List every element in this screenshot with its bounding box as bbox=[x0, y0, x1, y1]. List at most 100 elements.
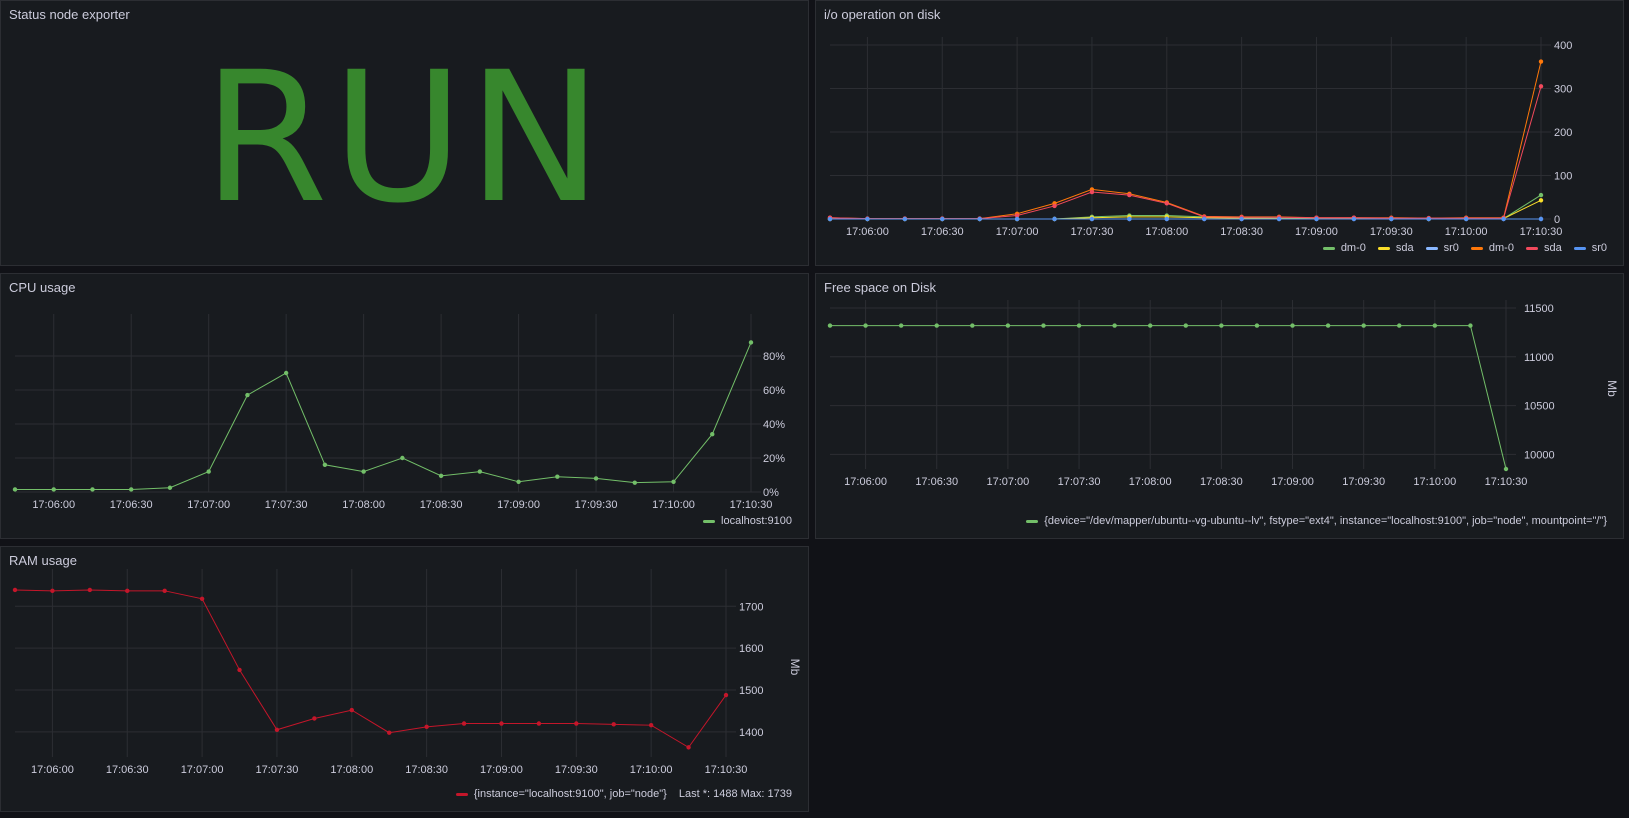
x-tick-label: 17:08:30 bbox=[405, 764, 448, 776]
x-tick-label: 17:07:00 bbox=[181, 764, 224, 776]
data-point bbox=[593, 476, 599, 481]
legend-swatch bbox=[1026, 519, 1039, 523]
data-point bbox=[632, 480, 637, 485]
x-tick-label: 17:09:00 bbox=[497, 499, 540, 511]
x-tick-label: 17:08:30 bbox=[1200, 476, 1243, 488]
data-point bbox=[1239, 216, 1244, 222]
legend-label: dm-0 bbox=[1340, 242, 1366, 254]
x-tick-label: 17:06:00 bbox=[846, 226, 889, 238]
data-point bbox=[461, 721, 467, 726]
legend-item[interactable]: sr0 bbox=[1425, 242, 1459, 254]
data-point bbox=[1538, 198, 1544, 203]
data-point bbox=[283, 370, 289, 376]
legend-swatch bbox=[1573, 246, 1586, 250]
status-value: RUN bbox=[202, 34, 607, 243]
legend-item[interactable]: {device="/dev/mapper/ubuntu--vg-ubuntu--… bbox=[1026, 515, 1607, 527]
data-point bbox=[934, 323, 939, 328]
x-tick-label: 17:10:00 bbox=[652, 499, 695, 511]
data-point bbox=[1397, 323, 1402, 328]
data-point bbox=[1052, 203, 1057, 209]
x-tick-label: 17:08:00 bbox=[342, 499, 385, 511]
data-point bbox=[555, 474, 560, 479]
y-tick-label: 0% bbox=[763, 487, 779, 499]
data-point bbox=[162, 588, 167, 594]
data-point bbox=[865, 216, 870, 222]
x-tick-label: 17:10:30 bbox=[1485, 476, 1528, 488]
y-tick-label: 300 bbox=[1554, 84, 1572, 96]
data-point bbox=[611, 722, 616, 727]
x-tick-label: 17:10:30 bbox=[730, 499, 773, 511]
data-point bbox=[274, 727, 280, 732]
panel-title: i/o operation on disk bbox=[824, 7, 941, 22]
data-point bbox=[1361, 323, 1366, 328]
x-tick-label: 17:06:30 bbox=[106, 764, 149, 776]
data-point bbox=[1148, 323, 1153, 328]
data-point bbox=[1254, 323, 1260, 328]
data-point bbox=[50, 588, 55, 594]
y-tick-label: 1400 bbox=[739, 727, 763, 739]
legend-swatch bbox=[1425, 246, 1438, 250]
legend-item[interactable]: dm-0 bbox=[1470, 242, 1514, 254]
data-point bbox=[1164, 201, 1169, 206]
panel-status-node-exporter[interactable]: Status node exporter RUN bbox=[0, 0, 809, 266]
data-point bbox=[1089, 189, 1095, 195]
legend-label: localhost:9100 bbox=[721, 515, 792, 527]
data-point bbox=[977, 216, 982, 222]
legend-swatch bbox=[455, 792, 468, 796]
legend-swatch bbox=[1322, 246, 1335, 250]
data-point bbox=[748, 340, 754, 345]
legend-swatch bbox=[703, 519, 716, 523]
legend-item[interactable]: sr0 bbox=[1573, 242, 1607, 254]
panel-ram-usage[interactable]: RAM usage 1400 1500 1600 1700 17:06:00 17:06:… bbox=[0, 546, 809, 812]
data-point bbox=[245, 392, 250, 398]
legend-label: sr0 bbox=[1591, 242, 1607, 254]
data-point bbox=[1127, 216, 1132, 222]
panel-io-operation[interactable]: i/o operation on disk 0 100 200 300 400 17:06… bbox=[815, 0, 1624, 266]
data-point bbox=[438, 473, 444, 479]
data-point bbox=[863, 323, 868, 328]
x-tick-label: 17:08:00 bbox=[330, 764, 373, 776]
data-point bbox=[723, 692, 729, 698]
data-point bbox=[167, 485, 173, 490]
legend-swatch bbox=[1525, 246, 1538, 250]
x-tick-label: 17:08:30 bbox=[420, 499, 463, 511]
data-point bbox=[536, 721, 542, 726]
x-tick-label: 17:06:00 bbox=[844, 476, 887, 488]
panel-free-space-disk[interactable]: Free space on Disk 10000 10500 11000 11500 1… bbox=[815, 273, 1624, 539]
legend-label: sda bbox=[1543, 242, 1562, 254]
panel-title: CPU usage bbox=[9, 280, 76, 295]
y-tick-label: 40% bbox=[763, 419, 785, 431]
data-point bbox=[1219, 323, 1224, 328]
data-point bbox=[1202, 216, 1207, 222]
legend-item[interactable]: sda bbox=[1377, 242, 1414, 254]
x-tick-label: 17:06:30 bbox=[110, 499, 153, 511]
data-point bbox=[902, 216, 908, 222]
data-point bbox=[648, 722, 654, 728]
data-point bbox=[477, 469, 483, 474]
data-point bbox=[1538, 84, 1544, 89]
data-point bbox=[1468, 323, 1473, 328]
panel-cpu-usage[interactable]: CPU usage 0% 20% 40% 60% 80% 17:06:00 17:06:30… bbox=[0, 273, 809, 539]
data-point bbox=[322, 462, 328, 467]
legend-item[interactable]: {instance="localhost:9100", job="node"} bbox=[455, 788, 667, 800]
legend-label: dm-0 bbox=[1488, 242, 1514, 254]
y-tick-label: 10000 bbox=[1524, 449, 1555, 461]
y-tick-label: 10500 bbox=[1524, 401, 1555, 413]
data-point bbox=[970, 323, 975, 328]
x-tick-label: 17:10:30 bbox=[705, 764, 748, 776]
data-point bbox=[199, 596, 205, 601]
legend-item[interactable]: localhost:9100 bbox=[703, 515, 792, 527]
data-point bbox=[1052, 216, 1057, 222]
x-tick-label: 17:06:00 bbox=[32, 499, 75, 511]
ram-legend: {instance="localhost:9100", job="node"} L… bbox=[455, 788, 792, 800]
data-point bbox=[1426, 216, 1431, 222]
y-tick-label: 11000 bbox=[1524, 352, 1554, 364]
data-point bbox=[125, 588, 130, 594]
series-line-io-3 bbox=[829, 61, 1542, 220]
x-tick-label: 17:07:00 bbox=[986, 476, 1029, 488]
legend-item[interactable]: dm-0 bbox=[1322, 242, 1366, 254]
x-tick-label: 17:07:00 bbox=[187, 499, 230, 511]
data-point bbox=[349, 707, 354, 713]
x-tick-label: 17:07:00 bbox=[996, 226, 1039, 238]
legend-item[interactable]: sda bbox=[1525, 242, 1562, 254]
